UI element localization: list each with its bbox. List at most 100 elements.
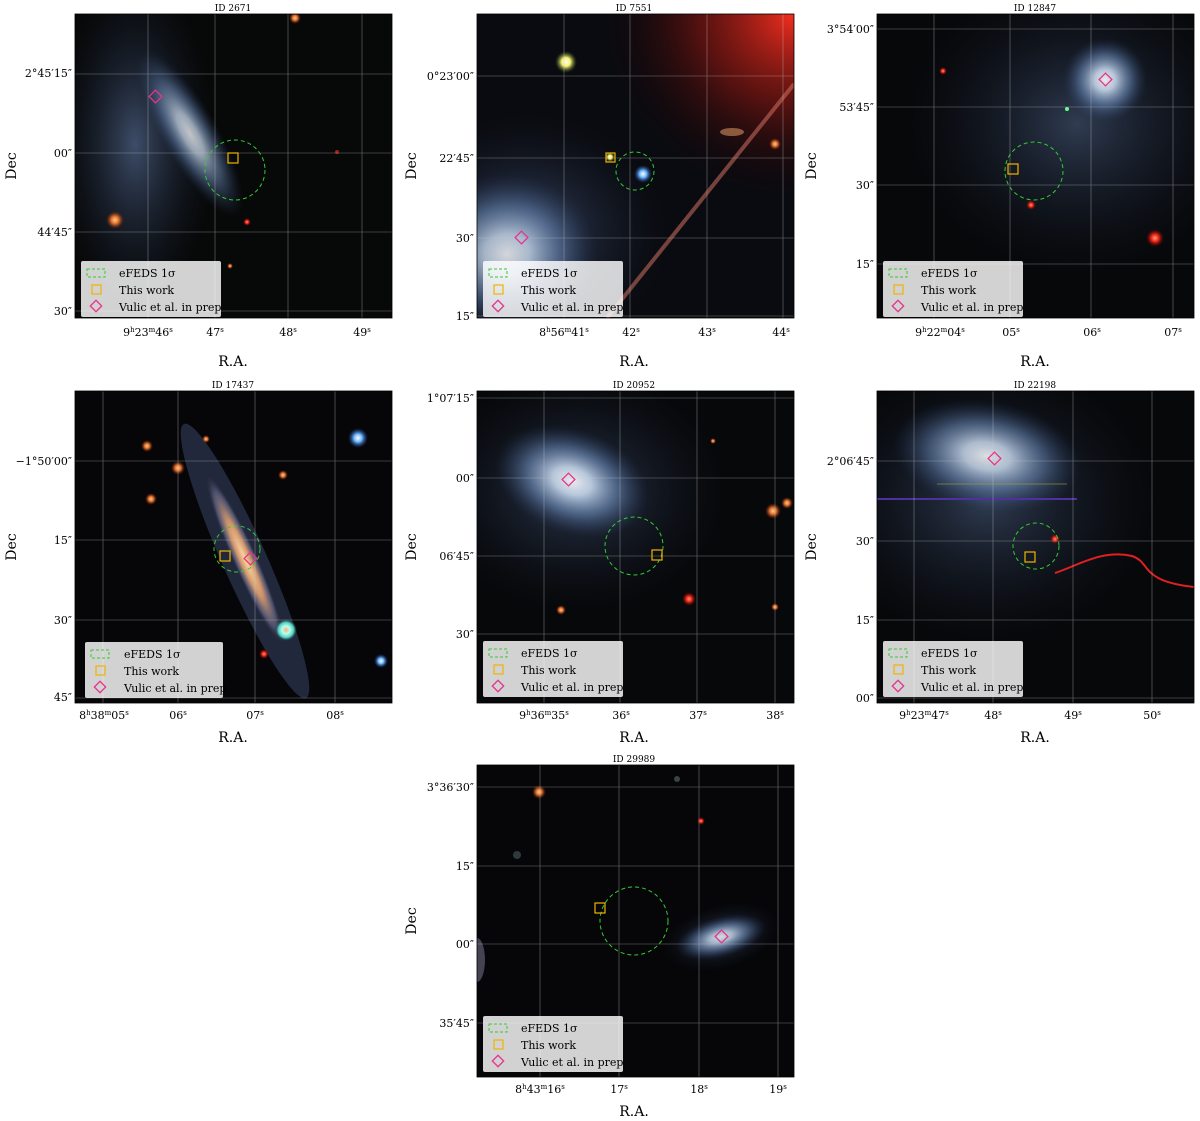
legend-vulic-label: Vulic et al. in prep (123, 682, 226, 695)
x-tick-label: 44s (772, 326, 790, 339)
y-tick-label: 35′45″ (439, 1017, 474, 1030)
x-tick-label: 38s (766, 709, 784, 722)
y-tick-label: 30″ (456, 232, 474, 245)
panel-id-label: ID 2671 (215, 4, 252, 14)
panel-id-2671: ID 2671 eFEDS 1σ T (4, 4, 393, 370)
legend: eFEDS 1σ This work Vulic et al. in prep (483, 261, 623, 317)
star-source (243, 218, 251, 226)
y-tick-label: 44′45″ (37, 226, 72, 239)
x-tick-label: 8h56m41s (539, 326, 589, 339)
panel-frame (74, 13, 393, 319)
this-work-marker (1007, 163, 1019, 175)
legend-efeds-label: eFEDS 1σ (521, 1022, 578, 1035)
y-axis-label: Dec (804, 152, 820, 180)
y-tick-label: 2°45′15″ (25, 67, 72, 80)
y-axis-label: Dec (804, 533, 820, 561)
efeds-error-circle (204, 139, 266, 201)
y-tick-labels: 3°36′30″ 15″ 00″ 35′45″ (427, 781, 474, 1030)
y-tick-label: 3°36′30″ (427, 781, 474, 794)
x-tick-label: 07s (246, 709, 264, 722)
this-work-marker (227, 152, 239, 164)
x-tick-label: 9h23m47s (899, 709, 949, 722)
x-tick-label: 9h22m04s (915, 326, 965, 339)
x-tick-label: 47s (206, 326, 224, 339)
star-source (202, 435, 210, 443)
y-tick-labels: 1°07′15″ 00″ 06′45″ 30″ (427, 392, 474, 641)
star-source (765, 503, 781, 519)
star-source (769, 138, 781, 150)
vulic-marker (1098, 72, 1113, 87)
star-source (278, 470, 288, 480)
panel-id-29989: ID 29989 eFEDS 1σ (404, 755, 795, 1120)
efeds-error-circle (604, 516, 664, 576)
star-source (1026, 200, 1036, 210)
x-tick-labels: 9h36m35s 36s 37s 38s (519, 709, 784, 722)
y-tick-label: 30″ (856, 535, 874, 548)
y-tick-labels: −1°50′00″ 15″ 30″ 45″ (16, 455, 72, 704)
x-tick-label: 19s (769, 1083, 787, 1096)
spiral-galaxy (136, 50, 244, 218)
panel-frame (476, 13, 795, 319)
legend-vulic-label: Vulic et al. in prep (520, 1056, 623, 1069)
legend-efeds-swatch (90, 649, 110, 659)
x-tick-label: 37s (689, 709, 707, 722)
x-tick-labels: 8h38m05s 06s 07s 08s (79, 709, 344, 722)
diffraction-streak (605, 82, 794, 318)
panel-frame (476, 764, 795, 1078)
panel-id-label: ID 7551 (616, 4, 653, 14)
legend: eFEDS 1σ This work Vulic et al. in prep (483, 1016, 623, 1072)
this-work-marker (651, 549, 663, 561)
legend-this-work-label: This work (521, 284, 576, 297)
star-source (289, 14, 301, 24)
y-tick-label: 30″ (856, 179, 874, 192)
panel-frame (876, 13, 1195, 319)
y-tick-labels: 3°54′00″ 53′45″ 30″ 15″ (827, 23, 874, 271)
legend: eFEDS 1σ This work Vulic et al. in prep (81, 261, 221, 317)
legend-this-work-swatch (893, 284, 904, 295)
legend-this-work-swatch (91, 284, 102, 295)
y-tick-label: 00″ (456, 938, 474, 951)
legend-efeds-label: eFEDS 1σ (124, 648, 181, 661)
x-tick-label: 48s (984, 709, 1002, 722)
star-source (710, 438, 716, 444)
x-axis-label: R.A. (1020, 354, 1050, 370)
y-tick-labels: 0°23′00″ 22′45″ 30″ 15″ (427, 70, 474, 323)
legend-efeds-label: eFEDS 1σ (521, 267, 578, 280)
x-axis-label: R.A. (619, 730, 649, 746)
star-source (939, 67, 947, 75)
star-source (556, 605, 566, 615)
vulic-marker (148, 89, 163, 104)
legend-efeds-swatch (86, 268, 106, 278)
vulic-marker (243, 551, 258, 566)
y-tick-label: 15″ (856, 258, 874, 271)
x-tick-labels: 9h23m46s 47s 48s 49s (123, 326, 371, 339)
y-tick-label: 15″ (456, 310, 474, 323)
x-axis-label: R.A. (1020, 730, 1050, 746)
x-axis-label: R.A. (619, 1104, 649, 1120)
legend-vulic-swatch (93, 680, 107, 694)
x-tick-label: 43s (698, 326, 716, 339)
this-work-marker (605, 152, 616, 163)
star-source (720, 128, 744, 136)
legend-this-work-label: This work (521, 664, 576, 677)
legend-this-work-swatch (493, 1039, 504, 1050)
x-tick-label: 06s (169, 709, 187, 722)
efeds-error-circle (213, 525, 261, 573)
x-tick-label: 49s (1064, 709, 1082, 722)
bright-galaxy (1063, 38, 1147, 122)
y-tick-label: 30″ (54, 305, 72, 318)
legend-efeds-swatch (888, 648, 908, 658)
x-tick-label: 05s (1002, 326, 1020, 339)
efeds-error-circle (615, 151, 655, 191)
star-source (605, 152, 615, 162)
bright-galaxy (494, 424, 650, 538)
legend-efeds-swatch (888, 268, 908, 278)
x-tick-labels: 9h22m04s 05s 06s 07s (915, 326, 1182, 339)
legend-efeds-label: eFEDS 1σ (921, 267, 978, 280)
star-source (634, 165, 652, 183)
legend-vulic-label: Vulic et al. in prep (520, 301, 623, 314)
this-work-marker (219, 550, 231, 562)
star-source (1065, 107, 1069, 111)
panel-id-7551: ID 7551 eFEDS 1σ (404, 4, 795, 370)
panel-id-22198: ID 22198 eFEDS 1σ This wo (804, 381, 1195, 746)
